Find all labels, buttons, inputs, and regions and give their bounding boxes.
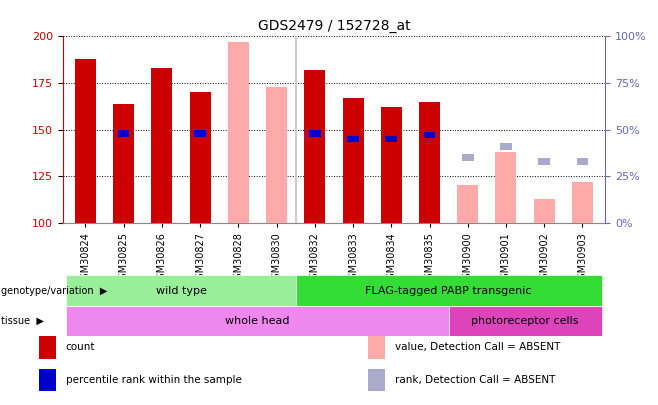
Text: genotype/variation  ▶: genotype/variation ▶ — [1, 286, 107, 296]
Bar — [419, 102, 440, 223]
Bar — [75, 59, 96, 223]
Bar — [576, 158, 588, 164]
Text: value, Detection Call = ABSENT: value, Detection Call = ABSENT — [395, 343, 560, 352]
Bar — [572, 182, 593, 223]
Bar — [228, 42, 249, 223]
Title: GDS2479 / 152728_at: GDS2479 / 152728_at — [258, 19, 410, 33]
Text: FLAG-tagged PABP transgenic: FLAG-tagged PABP transgenic — [365, 286, 532, 296]
Bar — [304, 70, 325, 223]
Bar — [39, 369, 56, 391]
Bar — [66, 275, 295, 306]
Bar — [368, 369, 385, 391]
Bar — [190, 92, 211, 223]
Text: rank, Detection Call = ABSENT: rank, Detection Call = ABSENT — [395, 375, 555, 385]
Bar — [368, 336, 385, 359]
Bar — [495, 152, 517, 223]
Bar — [66, 306, 449, 336]
Bar — [113, 104, 134, 223]
Bar — [462, 154, 474, 161]
Text: photoreceptor cells: photoreceptor cells — [471, 316, 579, 326]
Bar — [295, 275, 601, 306]
Text: tissue  ▶: tissue ▶ — [1, 316, 43, 326]
Bar — [538, 158, 550, 164]
Bar — [39, 336, 56, 359]
Bar — [500, 143, 512, 149]
Bar — [381, 107, 402, 223]
Bar — [457, 185, 478, 223]
Bar — [309, 130, 320, 136]
Bar — [424, 132, 436, 139]
Text: count: count — [66, 343, 95, 352]
Text: wild type: wild type — [155, 286, 207, 296]
Bar — [151, 68, 172, 223]
Bar — [386, 136, 397, 142]
Bar — [449, 306, 601, 336]
Text: whole head: whole head — [225, 316, 290, 326]
Bar — [118, 130, 130, 136]
Text: percentile rank within the sample: percentile rank within the sample — [66, 375, 241, 385]
Bar — [194, 130, 206, 136]
Bar — [343, 98, 364, 223]
Bar — [347, 136, 359, 142]
Bar — [534, 198, 555, 223]
Bar — [266, 87, 287, 223]
